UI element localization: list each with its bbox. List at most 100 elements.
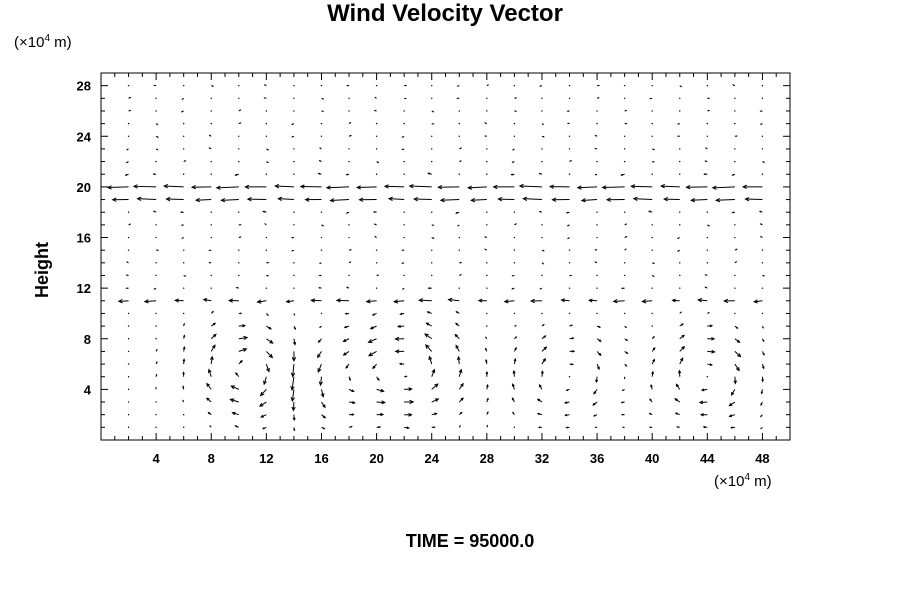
vector-arrow [648, 412, 653, 416]
vector-arrow [317, 338, 322, 343]
x-tick-label: 20 [369, 451, 383, 466]
vector-arrow [209, 355, 214, 365]
vector-arrow [208, 249, 212, 252]
vector-arrow [702, 425, 708, 429]
vector-arrow [486, 211, 488, 213]
vector-arrow [127, 122, 130, 125]
vector-arrow [431, 123, 435, 125]
vector-arrow [514, 97, 518, 99]
vector-arrow [431, 262, 433, 264]
vector-arrow [536, 412, 543, 416]
vector-arrow [485, 370, 489, 377]
vector-arrow [703, 173, 708, 176]
y-tick-label: 20 [77, 180, 91, 195]
vector-arrow [569, 363, 575, 366]
vector-arrow [320, 84, 323, 87]
vector-arrow [277, 196, 294, 202]
vector-arrow [238, 224, 242, 226]
vector-arrow [182, 122, 185, 125]
vector-arrow [155, 236, 157, 239]
vector-arrow [513, 346, 517, 352]
vector-arrow [375, 249, 378, 251]
vector-arrow [513, 249, 516, 251]
vector-arrow [569, 337, 575, 340]
vector-arrow [484, 122, 488, 125]
vector-arrow [234, 173, 239, 176]
vector-arrow [734, 351, 742, 358]
vector-arrow [320, 122, 323, 125]
vector-arrow [208, 261, 212, 264]
vector-arrow [155, 360, 158, 365]
vector-arrow [761, 249, 764, 251]
vector-arrow [402, 287, 405, 290]
vector-arrow [183, 322, 185, 327]
vector-arrow [318, 287, 322, 289]
vector-arrow [569, 274, 573, 277]
vector-arrow [651, 224, 653, 226]
vector-arrow [318, 274, 322, 277]
vector-arrow [210, 160, 212, 163]
vector-arrow [266, 274, 270, 277]
vector-arrow [155, 413, 157, 416]
vector-arrow [155, 148, 159, 151]
vector-arrow [238, 122, 242, 125]
vector-arrow [401, 262, 405, 264]
vector-arrow [679, 357, 684, 365]
vector-arrow [566, 224, 570, 227]
vector-arrow [762, 161, 766, 163]
vector-arrow [348, 236, 350, 239]
vector-arrow [621, 287, 625, 290]
vector-arrow [568, 312, 571, 315]
vector-arrow [728, 401, 736, 407]
vector-arrow [470, 197, 487, 203]
vector-arrow [418, 298, 432, 303]
vector-arrow [208, 134, 212, 137]
vector-arrow [404, 375, 408, 378]
vector-arrow [620, 401, 625, 404]
vector-arrow [730, 426, 735, 429]
vector-arrow [580, 198, 598, 203]
vector-arrow [238, 274, 240, 277]
vector-arrow [759, 110, 763, 112]
vector-arrow [518, 183, 542, 189]
vector-arrow [568, 97, 571, 100]
vector-arrow [711, 185, 735, 190]
vector-arrow [182, 135, 185, 137]
vector-arrow [263, 84, 267, 87]
vector-arrow [484, 248, 488, 251]
vector-arrow [455, 211, 460, 214]
vector-arrow [183, 275, 187, 277]
vector-arrow [612, 299, 625, 304]
vector-arrow [621, 388, 625, 392]
vector-arrow [427, 287, 432, 290]
vector-arrow [155, 160, 157, 163]
vector-arrow [238, 324, 247, 328]
vector-arrow [348, 376, 351, 382]
vector-arrow [291, 135, 295, 138]
vector-arrow [431, 110, 435, 113]
vector-arrow [292, 414, 296, 422]
vector-arrow [630, 184, 653, 189]
vector-arrow [679, 173, 681, 175]
vector-arrow [541, 346, 548, 352]
vector-arrow [374, 235, 377, 238]
vector-arrow [707, 349, 716, 354]
vector-arrow [367, 338, 377, 343]
vector-arrow [210, 344, 216, 352]
vector-arrow [761, 173, 764, 175]
vector-arrow [375, 287, 378, 289]
vector-arrow [293, 84, 295, 87]
vector-arrow [265, 363, 270, 373]
vector-arrow [348, 274, 350, 277]
vector-arrow [238, 109, 242, 112]
x-tick-label: 4 [153, 451, 161, 466]
vector-arrow [127, 84, 130, 87]
vector-arrow [342, 338, 350, 342]
vector-arrow [594, 134, 598, 137]
vector-arrow [568, 249, 571, 251]
vector-arrow [206, 397, 212, 403]
vector-arrow [132, 184, 157, 189]
vector-arrow [734, 97, 736, 100]
vector-arrow [238, 359, 243, 365]
